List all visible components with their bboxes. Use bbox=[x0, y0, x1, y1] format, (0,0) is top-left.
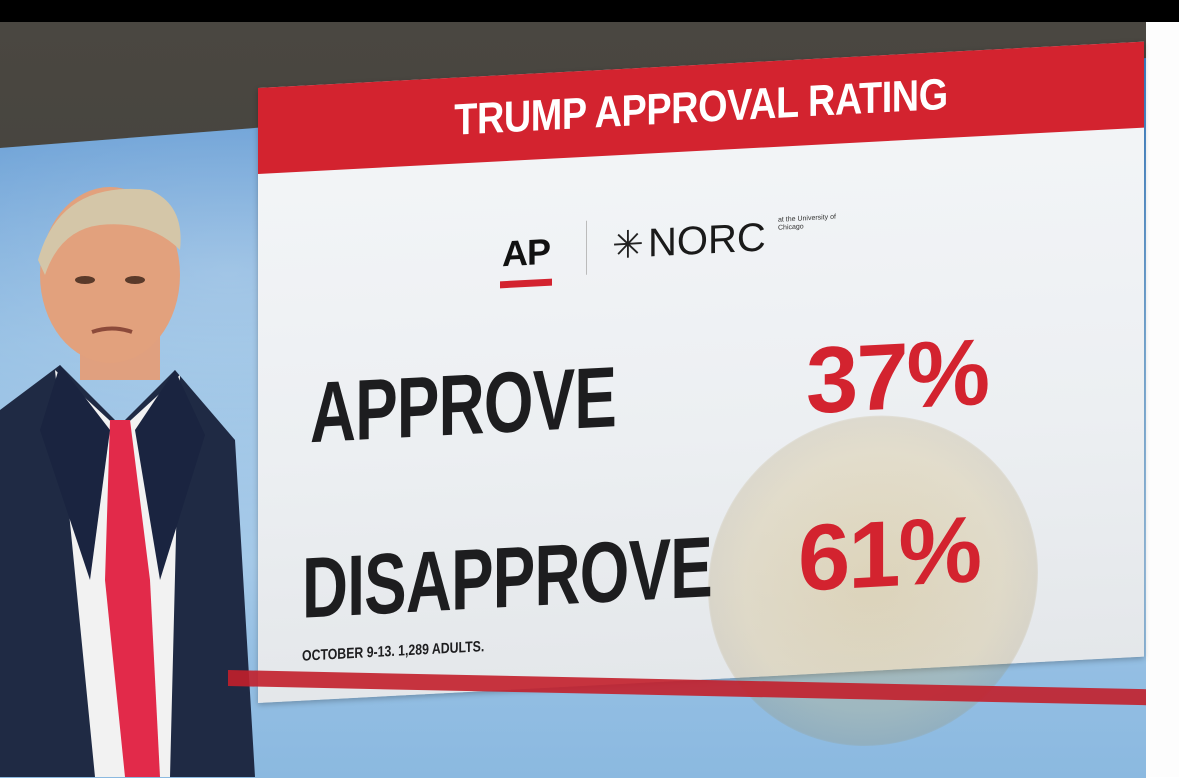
disapprove-value: 61% bbox=[798, 496, 981, 611]
person-figure bbox=[0, 187, 255, 777]
approve-label: APPROVE bbox=[310, 349, 617, 462]
approval-rating-card: TRUMP APPROVAL RATING AP ✳ NORC at the U… bbox=[258, 41, 1144, 755]
norc-subtitle: at the University of Chicago bbox=[778, 213, 836, 232]
asterisk-star-icon: ✳ bbox=[612, 223, 644, 268]
logo-divider bbox=[586, 220, 587, 275]
ap-logo: AP bbox=[502, 230, 551, 275]
norc-logo: NORC bbox=[648, 215, 766, 266]
top-black-bar bbox=[0, 0, 1179, 22]
right-margin bbox=[1146, 22, 1179, 777]
approve-value: 37% bbox=[806, 318, 989, 434]
disapprove-label: DISAPPROVE bbox=[302, 519, 712, 637]
poll-source-note: OCTOBER 9-13. 1,289 ADULTS. bbox=[302, 638, 485, 665]
ap-logo-underline bbox=[500, 278, 552, 289]
